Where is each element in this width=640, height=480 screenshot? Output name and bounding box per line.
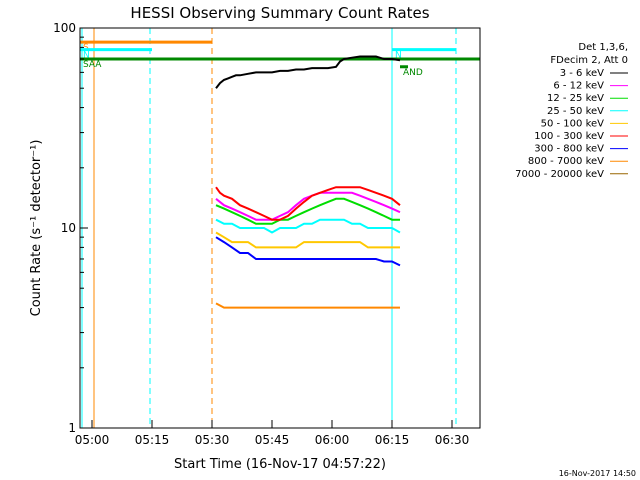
legend-label-0: 3 - 6 keV xyxy=(560,68,604,79)
legend-label-2: 12 - 25 keV xyxy=(547,93,604,104)
series-line-7 xyxy=(215,302,400,309)
x-tick-label-2: 05:30 xyxy=(195,433,230,447)
series-line-5 xyxy=(215,186,401,221)
legend: Det 1,3,6, FDecim 2, Att 0 3 - 6 keV 6 - 12… xyxy=(515,42,628,180)
series-line-4 xyxy=(215,231,400,249)
legend-label-7: 800 - 7000 keV xyxy=(528,156,604,167)
y-tick-label-0: 1 xyxy=(68,421,76,435)
legend-label-8: 7000 - 20000 keV xyxy=(515,169,604,180)
x-tick-label-4: 06:00 xyxy=(315,433,350,447)
legend-label-3: 25 - 50 keV xyxy=(547,106,604,117)
flag-label-4: N xyxy=(395,51,402,61)
x-tick-label-1: 05:15 xyxy=(135,433,170,447)
y-tick-label-1: 10 xyxy=(61,221,76,235)
footer-date: 16-Nov-2017 14:50 xyxy=(559,469,636,478)
legend-label-6: 300 - 800 keV xyxy=(534,144,604,155)
legend-header-0: Det 1,3,6, xyxy=(578,42,628,53)
legend-header-1: FDecim 2, Att 0 xyxy=(550,55,628,66)
legend-label-1: 6 - 12 keV xyxy=(553,81,604,92)
axis-ticks: 05:00 05:15 05:30 05:45 06:00 06:15 06:30 1 10 10… xyxy=(53,21,469,447)
series-line-6 xyxy=(215,236,401,267)
legend-label-4: 50 - 100 keV xyxy=(541,118,605,129)
x-tick-label-0: 05:00 xyxy=(75,433,110,447)
series-line-2 xyxy=(215,197,400,225)
x-axis-label: Start Time (16-Nov-17 04:57:22) xyxy=(174,457,386,472)
legend-label-5: 100 - 300 keV xyxy=(534,131,604,142)
plot-area: SNSAAANDN xyxy=(80,28,480,428)
series-line-3 xyxy=(215,218,401,234)
x-tick-label-5: 06:15 xyxy=(375,433,410,447)
y-axis-label: Count Rate (s⁻¹ detector⁻¹) xyxy=(29,140,44,317)
y-tick-label-2: 100 xyxy=(53,21,76,35)
series-line-1 xyxy=(215,191,401,221)
x-tick-label-6: 06:30 xyxy=(435,433,470,447)
flag-label-3: AND xyxy=(403,68,423,78)
flag-label-2: SAA xyxy=(83,60,102,70)
chart-title: HESSI Observing Summary Count Rates xyxy=(130,4,429,22)
x-tick-label-3: 05:45 xyxy=(255,433,290,447)
flag-label-1: N xyxy=(83,51,90,61)
series-line-0 xyxy=(215,55,401,89)
